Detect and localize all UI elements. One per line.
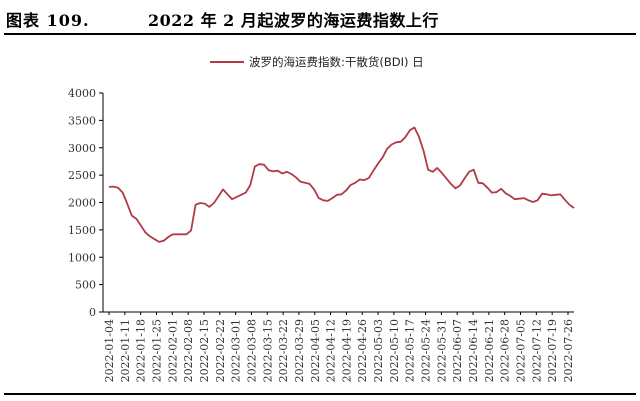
x-tick-label: 2022-04-26: [356, 319, 369, 382]
bdi-series-line: [108, 126, 575, 243]
x-tick-label: 2022-04-19: [340, 319, 353, 382]
x-tick-label: 2022-06-28: [499, 319, 512, 382]
y-axis-ticks: 0 500 1000 1500 2000 2500 3000 3500 4000: [68, 87, 103, 319]
x-tick-label: 2022-03-01: [230, 319, 243, 382]
x-tick-label: 2022-05-24: [420, 319, 433, 382]
x-tick-label: 2022-03-15: [261, 319, 274, 382]
y-tick-label: 1500: [68, 224, 96, 237]
x-tick-label: 2022-07-05: [515, 319, 528, 382]
y-tick-label: 4000: [68, 87, 96, 100]
y-tick-label: 1000: [68, 251, 96, 264]
y-tick-label: 2000: [68, 197, 96, 210]
top-rule: [4, 33, 636, 35]
x-tick-label: 2022-02-08: [182, 319, 195, 382]
x-tick-label: 2022-01-18: [135, 319, 148, 382]
y-tick-label: 500: [75, 279, 96, 292]
x-tick-label: 2022-07-19: [546, 319, 559, 382]
x-axis-ticks: 2022-01-04 2022-01-11 2022-01-18 2022-01-25…: [103, 312, 575, 382]
x-tick-label: 2022-02-01: [166, 319, 179, 382]
legend: 波罗的海运费指数:干散货(BDI) 日: [210, 55, 424, 69]
x-tick-label: 2022-03-08: [245, 319, 258, 382]
x-tick-label: 2022-07-12: [530, 319, 543, 382]
x-tick-label: 2022-03-22: [277, 319, 290, 382]
x-tick-label: 2022-03-29: [293, 319, 306, 382]
x-tick-label: 2022-01-25: [150, 319, 163, 382]
y-tick-label: 3000: [68, 142, 96, 155]
x-tick-label: 2022-05-03: [372, 319, 385, 382]
y-tick-label: 2500: [68, 169, 96, 182]
x-tick-label: 2022-01-04: [103, 319, 116, 382]
figure-number: 图表 109.: [6, 11, 90, 30]
bottom-rule: [4, 393, 636, 395]
figure-title: 2022 年 2 月起波罗的海运费指数上行: [148, 11, 439, 30]
x-tick-label: 2022-05-31: [435, 319, 448, 382]
x-tick-label: 2022-01-11: [119, 319, 132, 382]
x-tick-label: 2022-02-15: [198, 319, 211, 382]
y-tick-label: 3500: [68, 114, 96, 127]
figure-header: 图表 109. 2022 年 2 月起波罗的海运费指数上行: [0, 0, 640, 34]
x-tick-label: 2022-06-14: [467, 319, 480, 382]
x-tick-label: 2022-06-21: [483, 319, 496, 382]
axes: [102, 93, 574, 313]
x-tick-label: 2022-06-07: [451, 319, 464, 382]
x-tick-label: 2022-02-22: [214, 319, 227, 382]
x-tick-label: 2022-07-26: [562, 319, 575, 382]
x-tick-label: 2022-04-05: [309, 319, 322, 382]
x-tick-label: 2022-05-17: [404, 319, 417, 382]
x-tick-label: 2022-05-10: [388, 319, 401, 382]
x-tick-label: 2022-04-12: [325, 319, 338, 382]
series-layer: [108, 126, 575, 243]
legend-label: 波罗的海运费指数:干散货(BDI) 日: [249, 55, 424, 69]
y-tick-label: 0: [89, 306, 96, 319]
